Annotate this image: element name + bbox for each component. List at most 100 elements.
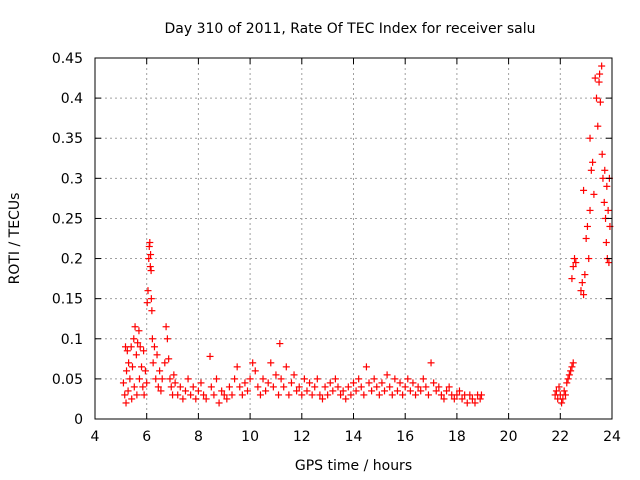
data-point [123, 367, 131, 375]
data-point [293, 387, 301, 395]
data-point [580, 291, 588, 299]
data-point [326, 379, 334, 387]
data-point [347, 391, 355, 399]
data-point [200, 391, 208, 399]
data-point [194, 387, 202, 395]
data-point [577, 287, 585, 295]
data-point [174, 391, 182, 399]
data-point [136, 343, 144, 351]
data-point [215, 399, 223, 407]
data-point [140, 391, 148, 399]
data-point [287, 379, 295, 387]
data-point [254, 383, 262, 391]
data-point [140, 347, 148, 355]
data-point [210, 391, 218, 399]
data-point [362, 363, 370, 371]
data-point [122, 399, 130, 407]
data-point [567, 367, 575, 375]
data-point [569, 263, 577, 271]
data-point [181, 387, 189, 395]
data-point [339, 387, 347, 395]
data-point [598, 62, 606, 70]
data-point [275, 391, 283, 399]
data-point [572, 259, 580, 267]
data-point [202, 395, 210, 403]
data-point [223, 395, 231, 403]
data-point [128, 363, 136, 371]
x-tick-label: 18 [448, 429, 466, 445]
data-point [119, 379, 127, 387]
data-point [368, 387, 376, 395]
x-tick-label: 8 [194, 429, 203, 445]
data-point [306, 379, 314, 387]
data-point [412, 391, 420, 399]
data-point [133, 391, 141, 399]
data-point [414, 383, 422, 391]
data-point [375, 391, 383, 399]
data-point [313, 375, 321, 383]
y-tick-label: 0.3 [61, 171, 83, 187]
data-point [383, 371, 391, 379]
y-tick-label: 0.4 [61, 91, 83, 107]
data-point [259, 375, 267, 383]
x-tick-label: 14 [345, 429, 363, 445]
data-point [316, 391, 324, 399]
data-point [422, 383, 430, 391]
data-point [179, 395, 187, 403]
data-point [126, 375, 134, 383]
data-point [303, 387, 311, 395]
data-point [595, 78, 603, 86]
data-point [228, 391, 236, 399]
data-point [308, 391, 316, 399]
data-point [236, 383, 244, 391]
data-point [342, 395, 350, 403]
data-point [600, 198, 608, 206]
data-point [147, 267, 155, 275]
data-point [596, 98, 604, 106]
data-point [555, 383, 563, 391]
data-point [440, 395, 448, 403]
data-point [138, 363, 146, 371]
data-point [568, 363, 576, 371]
data-point [300, 375, 308, 383]
data-point [393, 387, 401, 395]
data-point [350, 379, 357, 387]
data-point [207, 383, 215, 391]
data-point [443, 387, 451, 395]
data-point [598, 150, 606, 158]
data-point [125, 359, 133, 367]
data-point [581, 271, 589, 279]
data-point [147, 251, 155, 259]
data-point [596, 70, 604, 78]
data-point [192, 395, 200, 403]
data-point [197, 379, 205, 387]
data-point [409, 379, 417, 387]
data-point [276, 340, 284, 348]
data-point [167, 383, 175, 391]
data-point [561, 391, 569, 399]
data-point [571, 255, 579, 263]
x-tick-label: 16 [396, 429, 414, 445]
data-point [605, 259, 613, 267]
data-point [128, 395, 136, 403]
data-point [148, 335, 156, 343]
x-tick-label: 22 [551, 429, 569, 445]
data-point [282, 363, 290, 371]
data-point [147, 295, 155, 303]
data-point [156, 367, 164, 375]
data-point [419, 375, 427, 383]
data-point [184, 375, 192, 383]
data-point [559, 395, 567, 403]
data-point [471, 399, 479, 407]
data-point [477, 391, 485, 399]
data-point [212, 375, 220, 383]
data-point [249, 359, 257, 367]
data-point [285, 391, 293, 399]
data-point [404, 375, 412, 383]
data-point [427, 359, 435, 367]
data-point [360, 391, 368, 399]
data-point [586, 206, 594, 214]
data-point [150, 343, 158, 351]
data-point [430, 379, 438, 387]
